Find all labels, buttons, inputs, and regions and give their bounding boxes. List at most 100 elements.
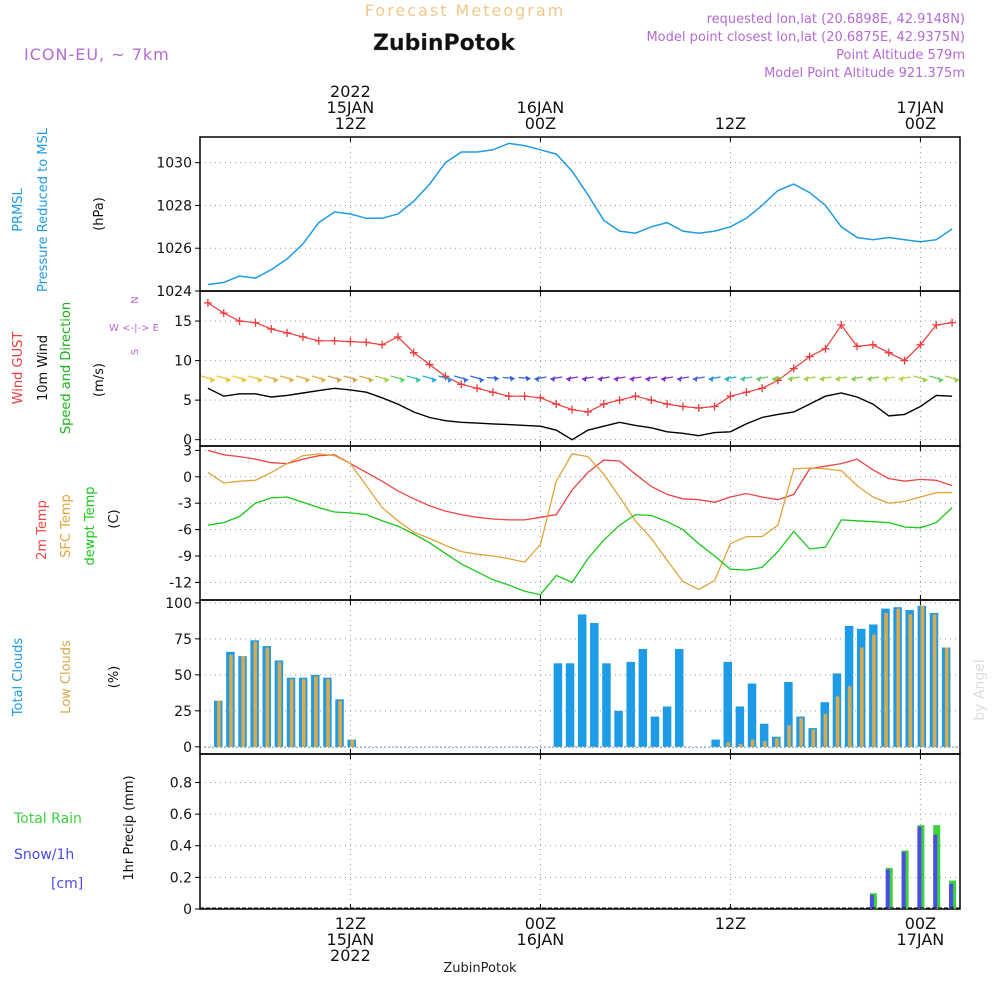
pressure-line [207,142,953,286]
wind-arrowhead [922,376,928,383]
low-cloud-bar [253,641,258,747]
panel-precip: 0 0.2 0.4 0.6 0.8 [170,753,961,918]
wind-arrowhead [566,375,572,382]
time-axis: 12Z15JAN202212Z15JAN202200Z16JAN00Z16JAN… [327,82,945,965]
low-cloud-bar [775,738,779,747]
wind-arrowhead [629,375,635,382]
panel-wind: 0 5 10 15 [174,290,961,449]
y-tick-label: 3 [183,443,192,459]
y-tick-label: -9 [178,549,192,565]
wind-arrowhead [581,375,587,382]
gust-marker [599,400,608,409]
panel-frame [199,290,961,447]
wind-panel-labels: Wind GUST 10m Wind Speed and Direction (… [11,296,159,434]
wind-arrowhead [225,376,231,383]
gust-marker [678,402,687,411]
wind-arrowhead [819,375,825,382]
wind-unit: (m/s) [92,363,107,397]
gust-marker [853,342,862,351]
wind-arrowhead [399,376,405,383]
temp-unit: (C) [107,509,122,528]
low-cloud-bar [738,743,743,747]
wind-arrowhead [803,375,809,382]
top-time-label: 15JAN [327,98,375,117]
gust-marker [837,321,846,330]
low-cloud-bar [932,614,937,747]
y-tick-label: 10 [174,354,192,370]
gust-marker [235,317,244,326]
gust-marker [710,402,719,411]
low-cloud-bar [301,679,306,747]
meteogram-title: Forecast Meteogram [365,1,565,20]
gust-marker [583,407,592,416]
snow-bar [949,883,954,909]
total-cloud-bar [614,710,623,747]
wind-arrowhead [431,376,437,383]
compass-we: W <-|-> E [109,323,159,334]
low-cloud-bar [289,679,294,747]
gust-marker [219,309,228,318]
low-cloud-bar [823,713,828,747]
wind-speed-line [207,387,953,441]
temp-label-sfc: SFC Temp [59,494,74,558]
panel-frame [199,753,961,910]
temp-panel-labels: 2m Temp SFC Temp dewpt Temp (C) [35,486,122,565]
snow-bar [901,852,906,909]
bottom-time-label: 16JAN [517,930,565,949]
wind-arrowhead [708,375,714,382]
total-cloud-bar [784,682,793,747]
wind-arrowhead [954,376,960,383]
total-cloud-bar [650,716,660,747]
gust-marker [647,396,656,405]
low-cloud-bar [872,634,876,747]
low-cloud-bar [750,739,755,747]
wind-arrowhead [756,375,762,382]
wind-arrowhead [771,375,777,382]
wind-label-speed-dir: Speed and Direction [59,302,74,434]
wind-arrowhead [692,375,698,382]
low-cloud-bar [326,679,330,747]
y-tick-label: 0 [183,740,192,756]
wind-arrowhead [509,375,515,382]
y-tick-label: 5 [183,393,192,409]
gust-marker [932,321,941,330]
wind-arrowhead [676,375,682,382]
gust-marker [298,332,307,341]
snow-bar [885,869,890,909]
y-tick-label: 1028 [156,198,192,214]
wind-arrowhead [534,375,540,382]
bottom-time-label: 12Z [335,914,366,933]
wind-arrowhead [740,375,746,382]
gust-marker [568,405,577,414]
wind-arrowhead [613,375,619,382]
total-cloud-bar [723,661,732,747]
top-time-label: 00Z [525,114,556,133]
low-cloud-bar [726,742,731,747]
gust-marker [441,372,450,381]
gust-marker [663,400,672,409]
footer-location: ZubinPotok [443,961,517,976]
wind-arrowhead [724,375,730,382]
gust-marker [615,396,624,405]
y-tick-label: 50 [174,668,192,684]
precip-label-cm: [cm] [51,876,83,892]
wind-arrowhead [882,375,888,382]
point-altitude: Point Altitude 579m [836,48,965,63]
precip-label-rain: Total Rain [13,811,82,827]
pressure-panel-labels: PRMSL Pressure Reduced to MSL (hPa) [11,127,107,292]
wind-arrowhead [273,376,279,383]
gust-marker [758,384,767,393]
low-cloud-bar [338,700,342,747]
wind-arrowhead [447,376,453,383]
low-cloud-bar [920,605,925,747]
total-cloud-bar [602,663,611,747]
y-tick-label: -12 [169,575,192,591]
wind-arrowhead [384,376,390,383]
top-time-label: 16JAN [517,98,565,117]
temp-line-dewpt [207,496,953,596]
gust-marker [805,352,814,361]
gust-marker [393,332,402,341]
wind-arrowhead [368,376,374,383]
gust-marker [821,344,830,353]
gust-marker [742,388,751,397]
